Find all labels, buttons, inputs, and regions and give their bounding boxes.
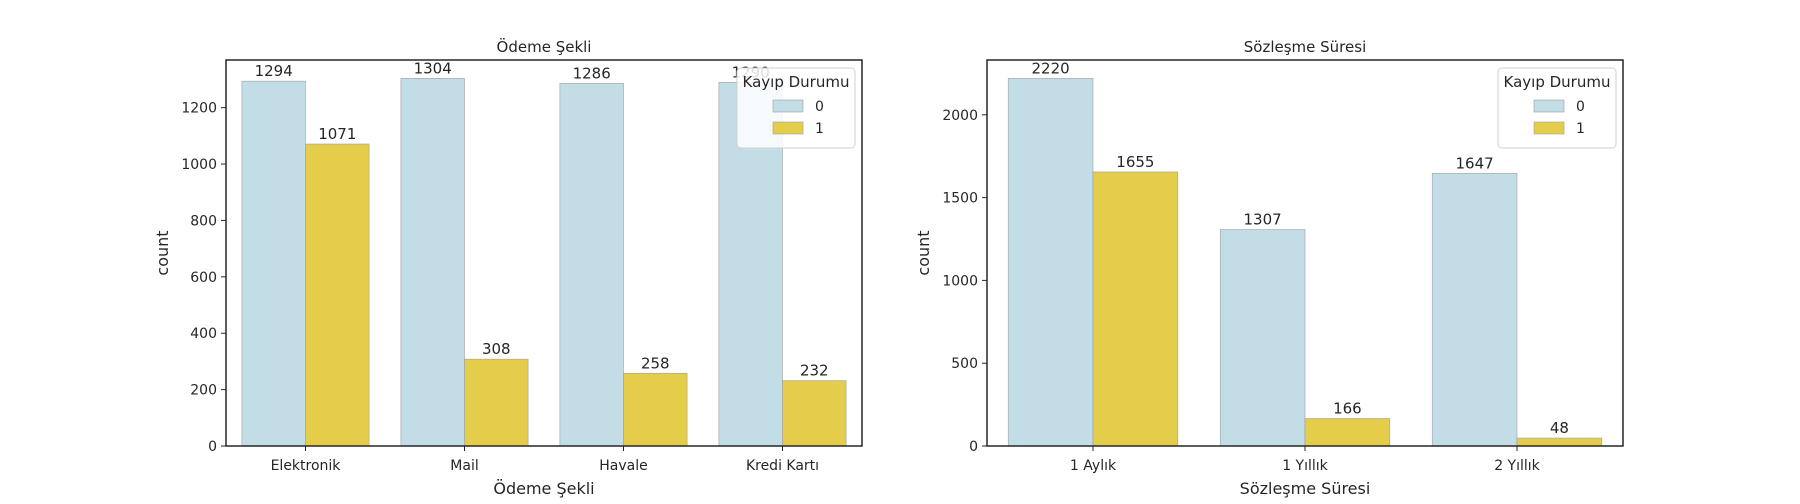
y-tick-label: 600 [190, 270, 217, 286]
bar [782, 380, 847, 447]
chart-panel-0: Ödeme Şekli Elektronik Mail Havale Kredi Kar… [153, 37, 863, 498]
bar-value-label: 1307 [1244, 211, 1282, 229]
y-tick-label: 0 [969, 439, 978, 455]
legend: Kayıp Durumu 0 1 [1497, 67, 1617, 149]
bar [305, 143, 370, 447]
x-tick-label: 1 Yıllık [1282, 458, 1328, 474]
legend-swatch [1533, 99, 1565, 113]
x-tick-label: Mail [450, 458, 478, 474]
y-tick-label: 1200 [181, 101, 217, 117]
legend-swatch [772, 99, 804, 113]
bar [241, 80, 306, 447]
x-tick-label: 2 Yıllık [1494, 458, 1540, 474]
bar-value-label: 2220 [1032, 59, 1070, 77]
chart-title: Ödeme Şekli [497, 37, 592, 56]
bar-value-label: 1071 [318, 125, 356, 143]
y-tick-label: 400 [190, 326, 217, 342]
bar [1219, 229, 1306, 447]
legend-swatch [1533, 121, 1565, 135]
legend: Kayıp Durumu 0 1 [736, 67, 856, 149]
y-axis-label: count [914, 230, 933, 275]
x-axis-label: Ödeme Şekli [493, 479, 594, 498]
legend-title: Kayıp Durumu [1504, 73, 1611, 91]
bar [1304, 418, 1391, 447]
bar [1092, 171, 1179, 447]
x-tick-label: Elektronik [271, 458, 342, 474]
x-axis-label: Sözleşme Süresi [1240, 479, 1371, 498]
legend-label: 0 [1576, 99, 1585, 115]
y-tick-label: 0 [208, 439, 217, 455]
y-tick-label: 1000 [942, 273, 978, 289]
bar [623, 372, 688, 447]
bar [1007, 78, 1094, 447]
axes-frame [225, 59, 863, 447]
bar-value-label: 1286 [573, 64, 611, 82]
y-tick-label: 1500 [942, 191, 978, 207]
bar-value-label: 258 [641, 354, 670, 372]
y-tick-label: 2000 [942, 108, 978, 124]
chart-panel-1: Sözleşme Süresi 1 Aylık 1 Yıllık 2 Yıllık 0 5… [914, 38, 1624, 498]
bar [464, 358, 529, 447]
y-axis-label: count [153, 230, 172, 275]
bar [559, 83, 624, 447]
bar-value-label: 232 [800, 362, 829, 380]
legend-label: 0 [815, 99, 824, 115]
bar-value-label: 1647 [1456, 154, 1494, 172]
y-tick-label: 500 [951, 356, 978, 372]
bar-value-label: 308 [482, 340, 511, 358]
bar [1431, 172, 1518, 447]
y-tick-label: 200 [190, 383, 217, 399]
bar-value-label: 1304 [414, 59, 452, 77]
bar-value-label: 166 [1333, 400, 1362, 418]
y-tick-label: 1000 [181, 157, 217, 173]
axes-frame [986, 59, 1624, 447]
legend-swatch [772, 121, 804, 135]
x-tick-label: Kredi Kartı [746, 458, 819, 474]
bar-value-label: 1655 [1116, 153, 1154, 171]
legend-label: 1 [1576, 121, 1585, 137]
legend-title: Kayıp Durumu [743, 73, 850, 91]
bar-value-label: 48 [1550, 419, 1569, 437]
chart-title: Sözleşme Süresi [1244, 38, 1366, 56]
y-tick-label: 800 [190, 213, 217, 229]
x-tick-label: 1 Aylık [1070, 458, 1117, 474]
bar [1516, 437, 1603, 447]
legend-label: 1 [815, 121, 824, 137]
bars [1007, 78, 1603, 447]
x-tick-label: Havale [599, 458, 647, 474]
bar [400, 78, 465, 447]
bars [241, 78, 847, 447]
bar-value-label: 1294 [255, 62, 293, 80]
bar-labels: 2220 1655 1307 166 1647 48 [1032, 59, 1569, 437]
